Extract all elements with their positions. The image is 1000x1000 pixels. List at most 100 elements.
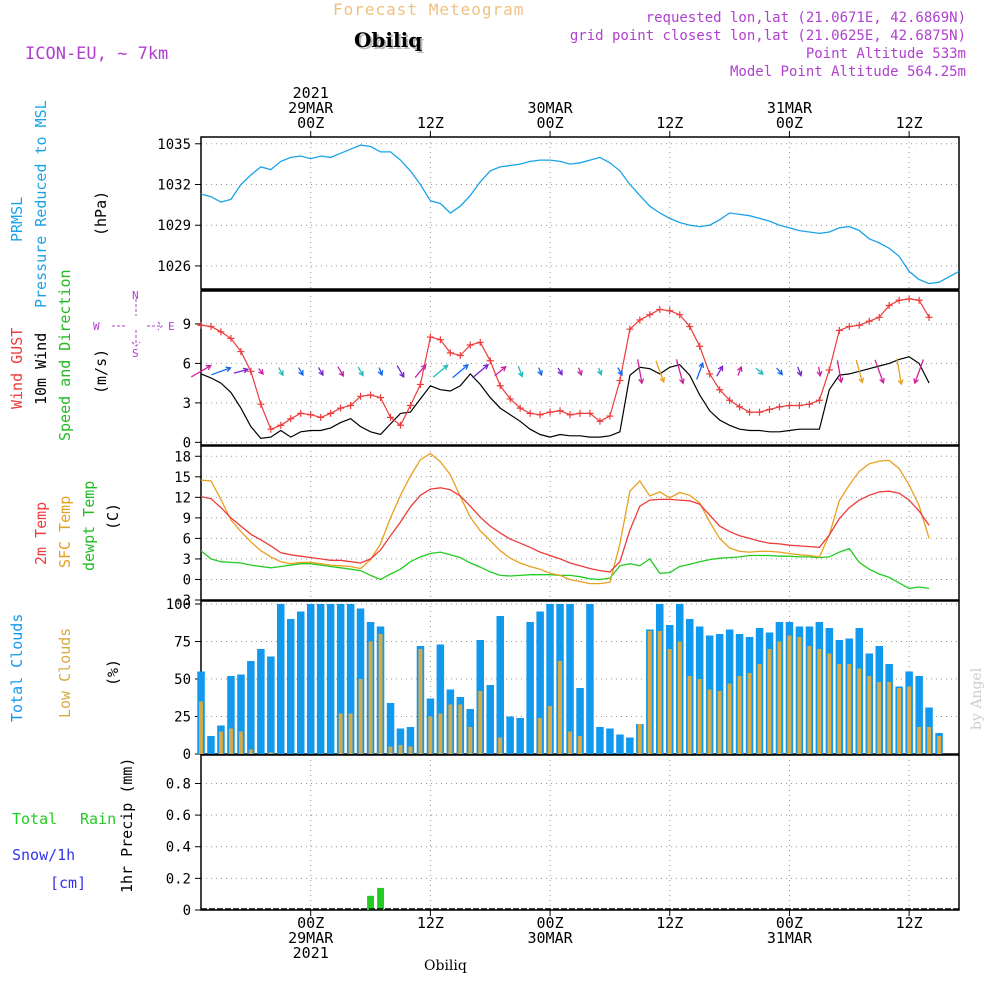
total-cloud-bar [436,644,445,754]
gust-point [825,366,833,374]
low-cloud-bar [807,646,812,754]
low-cloud-bar [647,631,652,754]
wind-direction-arrow [557,367,563,376]
total-cloud-bar [277,604,285,754]
gust-point [716,386,724,394]
low-cloud-bar [767,649,772,754]
gust-point [626,325,634,333]
wind-direction-arrow [472,363,490,379]
wind-direction-arrow [452,364,469,379]
time-label-bottom: 29MAR [288,929,334,947]
low-cloud-bar [857,668,862,754]
total-cloud-bar [486,685,494,754]
total-cloud-bar [566,604,574,754]
gust-point [287,415,295,423]
compass-w-label: W [93,320,100,333]
y-tick-label: 6 [183,531,191,547]
low-cloud-bar [927,727,931,754]
gust-point [436,336,444,344]
gust-point [416,380,424,388]
prmsl-label: PRMSL [8,196,26,242]
wind-direction-arrow [796,366,803,377]
total-cloud-bar [287,619,295,754]
gust-point [576,409,584,417]
wind-direction-arrow [596,367,603,376]
point-altitude: Point Altitude 533m [805,46,966,62]
compass-s-label: S [132,347,139,360]
compass-arrows [112,299,163,347]
wind-direction-arrow [716,365,724,377]
time-label-bottom: 2021 [293,944,329,962]
gust-point [905,295,913,303]
low-cloud-bar [199,701,203,754]
gust-point [227,334,235,342]
y-tick-label: 0 [183,572,191,588]
total-rain-label-a: Total [12,810,58,828]
panel-frame [200,136,960,290]
gust-point [257,400,265,408]
low-cloud-bar [248,749,253,754]
rain-bar [367,895,374,910]
wind-direction-arrow [913,359,925,385]
wind-direction-arrow [776,367,784,376]
total-cloud-bar [516,718,524,754]
gust-point [566,411,574,419]
low-cloud-bar [408,746,413,754]
y-tick-label: 1029 [157,218,191,234]
low-cloud-bar [378,634,383,754]
gust-point [805,400,813,408]
low-cloud-bar [268,752,273,754]
wind-direction-arrow [494,365,507,377]
total-rain-label-b: Rain [80,810,117,828]
time-label-bottom: 12Z [417,914,444,932]
wind-direction-arrow [377,367,384,377]
pressure-series-line [200,144,960,285]
gust-point [845,323,853,331]
y-tick-label: 0.8 [166,776,191,792]
total-cloud-bar [576,688,584,754]
gust-point [785,402,793,410]
gust-point [387,413,394,421]
compass-n-label: N [132,289,139,302]
gust-point [706,370,714,378]
low-cloud-bar [338,713,343,754]
low-cloud-bar [757,664,762,754]
gust-point [815,396,823,404]
low-cloud-bar [448,704,453,754]
gust-point [885,301,893,309]
gust-point [636,316,644,324]
total-cloud-bar [237,674,245,754]
panel-frame [200,290,960,446]
gust-point [466,341,474,349]
gust-point [925,313,933,321]
gust-point [726,396,734,404]
gust-point [247,367,255,375]
model-label: ICON-EU, ~ 7km [25,44,169,64]
y-tick-label: 0 [183,747,191,763]
total-clouds-label: Total Clouds [8,613,26,722]
wind-direction-arrow [855,359,865,384]
time-label-top: 00Z [297,114,324,132]
low-cloud-bar [498,737,503,754]
y-tick-label: 0 [183,435,191,451]
gust-point [855,321,863,329]
low-cloud-bar [468,727,473,754]
low-cloud-bar [677,641,682,754]
total-cloud-bar [307,604,315,754]
time-label-top: 12Z [896,114,923,132]
gust-point [456,351,464,359]
gust-point [516,404,524,412]
gust-point [506,395,514,403]
y-tick-label: 1035 [157,137,191,153]
wind-direction-arrow [896,358,904,386]
low-cloud-bar [797,637,802,754]
gust-point [795,402,803,410]
wind-direction-arrow [517,365,524,378]
time-label-top: 31MAR [767,99,813,117]
low-cloud-bar [398,745,403,754]
gust-point [556,407,564,415]
gust-point [736,403,744,411]
low-cloud-bar [717,691,722,754]
footer-location: Obiliq [424,958,467,974]
